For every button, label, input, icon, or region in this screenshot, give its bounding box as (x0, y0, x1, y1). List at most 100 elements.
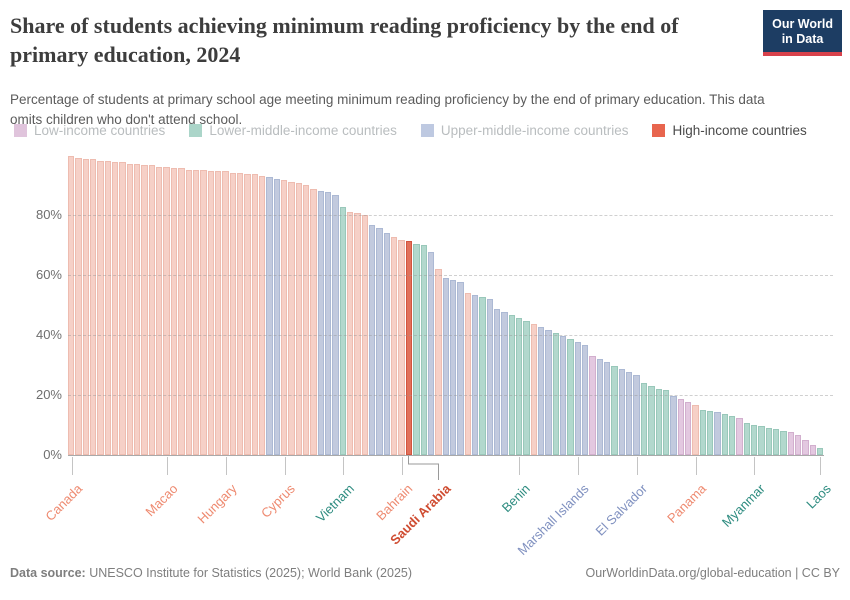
bar-20[interactable] (207, 171, 214, 455)
bar-96[interactable] (765, 428, 772, 455)
bar-35[interactable] (317, 191, 325, 455)
bar-10[interactable] (134, 164, 141, 455)
bar-100[interactable] (795, 435, 802, 455)
bar-21[interactable] (214, 171, 222, 455)
bar-29[interactable] (273, 179, 280, 455)
bar-65[interactable] (538, 327, 545, 455)
bar-56[interactable] (471, 295, 479, 455)
bar-60[interactable] (501, 312, 508, 455)
bar-102[interactable] (809, 445, 817, 455)
bar-50[interactable] (427, 252, 435, 455)
bar-13[interactable] (156, 167, 163, 455)
bar-28[interactable] (266, 177, 273, 455)
bar-31[interactable] (288, 182, 295, 455)
bar-66[interactable] (545, 330, 552, 455)
bar-86[interactable] (692, 405, 699, 455)
legend-item-2[interactable]: Upper-middle-income countries (420, 123, 628, 138)
bar-40[interactable] (354, 213, 361, 455)
x-axis-label-laos[interactable]: Laos (803, 481, 834, 512)
bar-48[interactable] (413, 244, 420, 455)
bar-6[interactable] (104, 161, 112, 455)
bar-47[interactable] (405, 241, 413, 455)
bar-18[interactable] (192, 170, 200, 455)
bar-53[interactable] (449, 280, 457, 455)
bar-38[interactable] (339, 207, 347, 455)
bar-101[interactable] (802, 440, 809, 455)
bar-103[interactable] (817, 448, 824, 455)
bar-14[interactable] (163, 167, 170, 455)
bar-46[interactable] (398, 240, 405, 455)
bar-22[interactable] (222, 171, 229, 455)
bar-41[interactable] (361, 215, 369, 455)
bar-25[interactable] (244, 174, 251, 455)
x-axis-label-hungary[interactable]: Hungary (194, 481, 240, 527)
bar-62[interactable] (515, 318, 523, 455)
bar-61[interactable] (508, 315, 515, 455)
bar-7[interactable] (112, 162, 119, 455)
legend-item-0[interactable]: Low-income countries (14, 123, 165, 138)
x-axis-label-macao[interactable]: Macao (142, 481, 181, 520)
bar-17[interactable] (185, 170, 192, 455)
bar-15[interactable] (170, 168, 178, 455)
bar-4[interactable] (90, 159, 97, 455)
bar-76[interactable] (618, 369, 626, 455)
bar-91[interactable] (728, 416, 736, 455)
bar-68[interactable] (560, 336, 567, 455)
bar-80[interactable] (648, 386, 655, 455)
bar-3[interactable] (82, 159, 90, 455)
x-axis-label-benin[interactable]: Benin (498, 481, 534, 516)
bar-94[interactable] (750, 425, 758, 455)
bar-45[interactable] (391, 237, 398, 455)
bar-30[interactable] (280, 180, 288, 455)
bar-82[interactable] (662, 390, 670, 455)
bar-49[interactable] (420, 245, 427, 455)
bar-2[interactable] (75, 158, 82, 455)
bar-95[interactable] (758, 426, 765, 455)
owid-cc-link[interactable]: OurWorldinData.org/global-education | CC… (585, 566, 840, 580)
x-axis-label-canada[interactable]: Canada (42, 481, 86, 524)
bar-63[interactable] (523, 321, 530, 455)
bar-64[interactable] (530, 324, 537, 455)
bar-33[interactable] (303, 185, 310, 455)
bar-44[interactable] (383, 233, 391, 455)
legend-item-1[interactable]: Lower-middle-income countries (189, 123, 397, 138)
bar-1[interactable] (68, 156, 75, 455)
legend-item-3[interactable]: High-income countries (652, 123, 807, 138)
x-axis-label-panama[interactable]: Panama (664, 481, 710, 526)
bar-72[interactable] (589, 356, 596, 455)
bar-24[interactable] (236, 173, 244, 455)
bar-71[interactable] (582, 345, 589, 455)
bar-54[interactable] (457, 282, 464, 455)
bar-67[interactable] (552, 333, 560, 455)
bar-88[interactable] (706, 411, 714, 455)
bar-83[interactable] (670, 396, 677, 455)
bar-34[interactable] (310, 189, 317, 455)
bar-85[interactable] (684, 402, 692, 455)
bar-8[interactable] (119, 162, 126, 455)
bar-39[interactable] (347, 212, 354, 455)
bar-75[interactable] (611, 366, 618, 455)
bar-52[interactable] (442, 278, 449, 455)
bar-97[interactable] (773, 429, 780, 455)
bar-19[interactable] (200, 170, 207, 455)
bar-51[interactable] (435, 269, 442, 455)
owid-logo[interactable]: Our World in Data (763, 10, 842, 56)
bar-74[interactable] (604, 362, 611, 455)
bar-36[interactable] (325, 192, 332, 455)
bar-5[interactable] (97, 161, 104, 455)
bar-87[interactable] (699, 410, 706, 455)
bar-43[interactable] (376, 228, 383, 455)
bar-84[interactable] (677, 399, 684, 455)
bar-81[interactable] (655, 389, 662, 455)
bar-70[interactable] (574, 342, 582, 455)
bar-11[interactable] (141, 165, 148, 455)
bar-27[interactable] (258, 176, 266, 455)
bar-77[interactable] (626, 372, 633, 455)
x-axis-label-vietnam[interactable]: Vietnam (312, 481, 357, 526)
bar-78[interactable] (633, 375, 640, 455)
bar-23[interactable] (229, 173, 236, 455)
bar-92[interactable] (736, 418, 743, 455)
bar-12[interactable] (148, 165, 156, 455)
x-axis-label-el-salvador[interactable]: El Salvador (592, 481, 651, 539)
bar-37[interactable] (332, 195, 339, 455)
